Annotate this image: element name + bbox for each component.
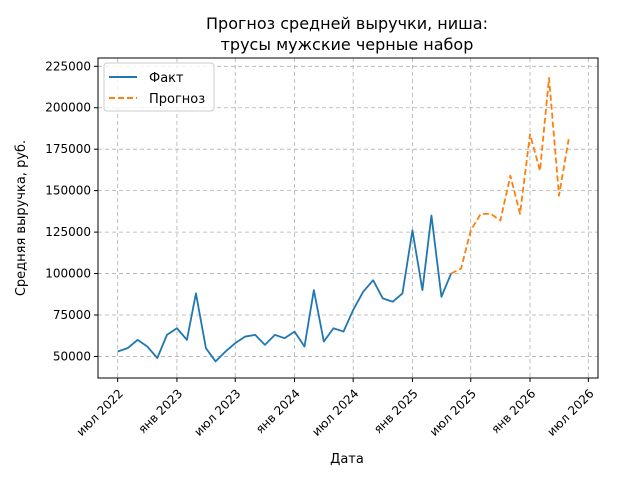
legend-label-fact: Факт [149,71,184,86]
series-layer [117,77,570,363]
y-tick-label: 50000 [53,349,91,363]
series-line-forecast [450,77,570,275]
y-tick-label: 225000 [45,59,91,73]
y-axis-label: Средняя выручка, руб. [14,140,29,296]
series-line-fact [117,214,452,363]
y-tick-label: 200000 [45,101,91,115]
plot-frame [97,57,599,379]
grid [98,58,598,378]
legend-label-forecast: Прогноз [149,92,205,107]
y-tick-label: 150000 [45,184,91,198]
y-axis: 50000 75000 100000 125000 150000 175000 200000… [45,59,98,363]
chart-title: Прогноз средней выручки, ниша: [206,14,488,33]
y-tick-label: 100000 [45,267,91,281]
y-tick-label: 75000 [53,308,91,322]
legend: Факт Прогноз [103,62,215,112]
chart-subtitle: трусы мужские черные набор [221,35,474,54]
y-tick-label: 125000 [45,225,91,239]
x-axis-label: Дата [330,452,364,467]
y-tick-label: 175000 [45,142,91,156]
